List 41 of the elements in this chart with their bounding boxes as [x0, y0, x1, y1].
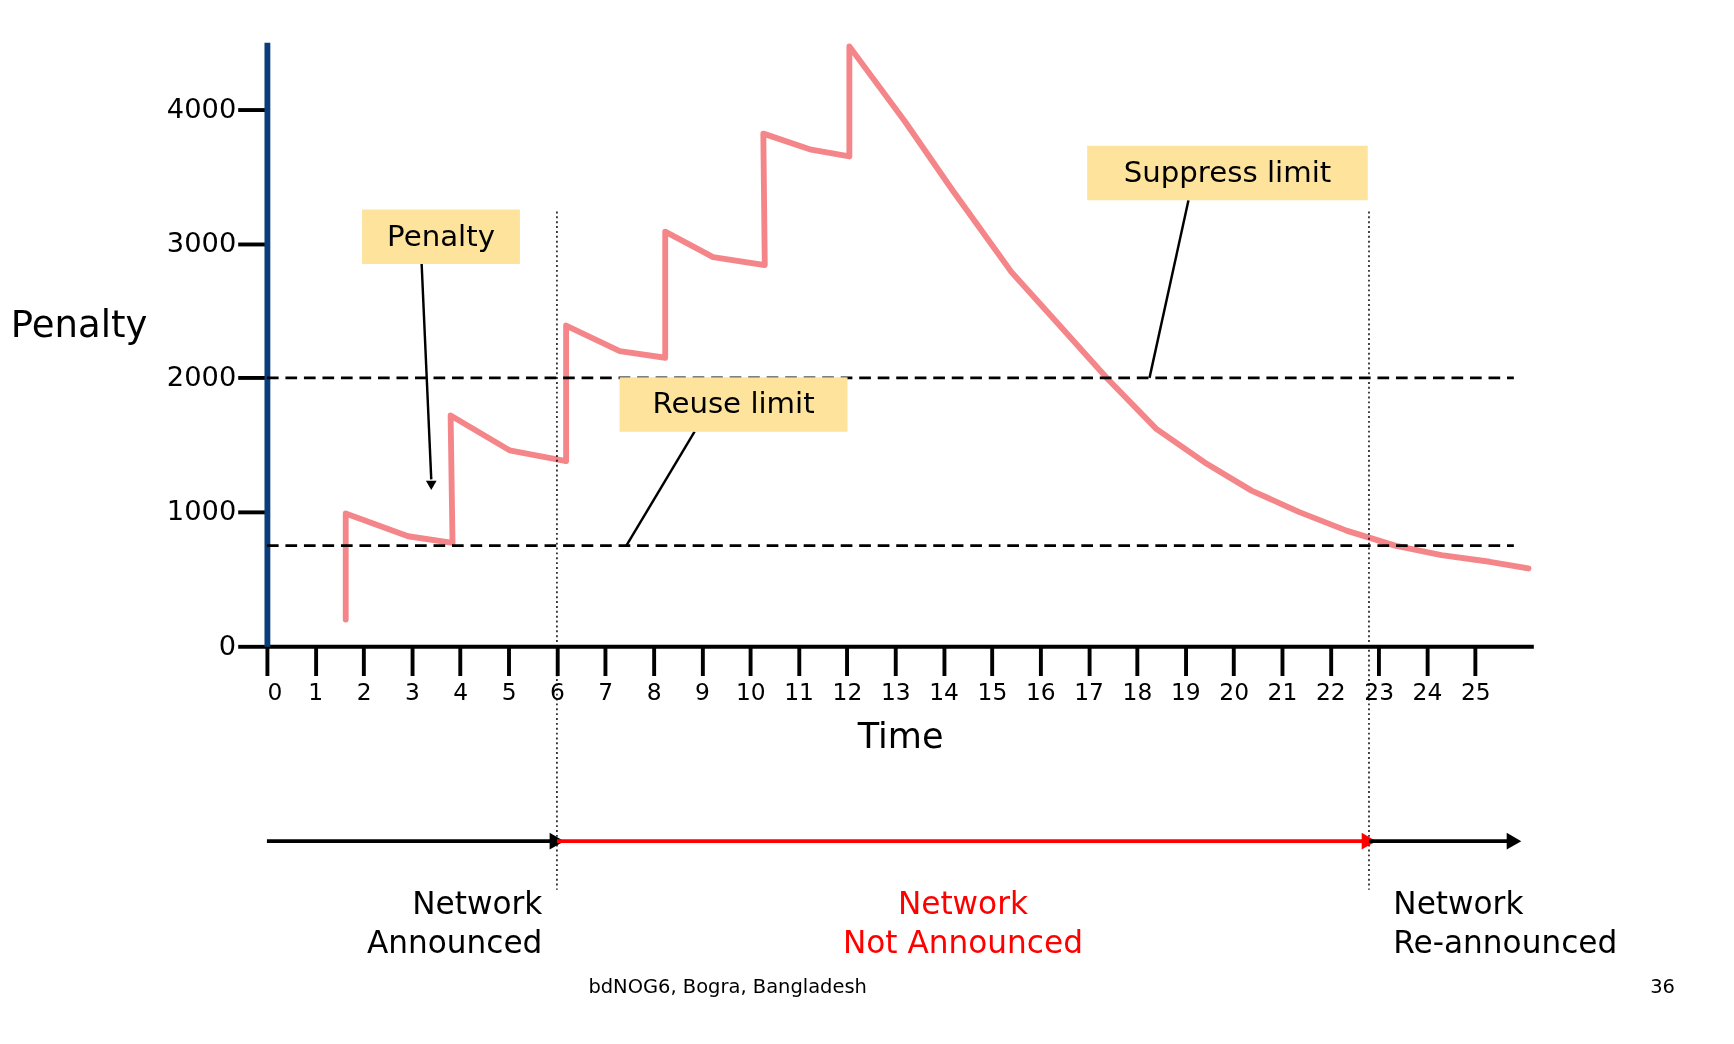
x-tick-label: 24	[1412, 678, 1443, 707]
text: Network Not Announced	[842, 885, 1083, 961]
y-tick-label: 4000	[166, 92, 237, 124]
annotation: Penalty	[387, 218, 495, 253]
x-tick-label: 4	[453, 678, 469, 707]
x-tick-label: 0	[267, 678, 283, 707]
y-axis-title: Penalty	[10, 303, 148, 347]
x-tick-label: 1	[308, 678, 324, 707]
ref-line-label: Suppress limit	[1123, 154, 1332, 189]
x-tick-label: 15	[977, 678, 1008, 707]
x-tick-label: 18	[1122, 678, 1153, 707]
y-tick-label: 1000	[166, 495, 237, 527]
x-tick-label: 17	[1074, 678, 1104, 707]
x-tick-label: 22	[1315, 678, 1346, 707]
x-tick-label: 7	[598, 678, 614, 707]
x-tick-label: 16	[1025, 678, 1056, 707]
x-tick-label: 21	[1267, 678, 1298, 707]
ref-line-label: Reuse limit	[652, 386, 815, 421]
x-tick-label: 20	[1219, 678, 1249, 707]
x-tick-label: 23	[1364, 678, 1394, 707]
x-tick-label: 13	[880, 678, 911, 707]
x-tick-label: 5	[501, 678, 517, 707]
x-tick-label: 12	[832, 678, 863, 707]
x-tick-label: 14	[929, 678, 959, 707]
x-tick-label: 2	[356, 678, 372, 707]
text: Network Re-announced	[1393, 885, 1618, 961]
x-axis-title: Time	[856, 715, 944, 757]
y-tick-label: 3000	[166, 226, 237, 258]
x-tick-label: 3	[404, 678, 420, 707]
x-tick-label: 9	[694, 678, 710, 707]
text: 36	[1650, 975, 1675, 999]
text: Network Announced	[366, 885, 543, 961]
x-tick-label: 19	[1170, 678, 1201, 707]
x-tick-label: 8	[646, 678, 662, 707]
y-tick-label: 0	[218, 629, 237, 661]
y-tick-label: 2000	[166, 361, 237, 393]
x-tick-label: 25	[1460, 678, 1491, 707]
x-tick-label: 10	[735, 678, 766, 707]
x-tick-label: 11	[784, 678, 814, 707]
x-tick-label: 6	[549, 678, 565, 707]
text: bdNOG6, Bogra, Bangladesh	[588, 975, 867, 999]
